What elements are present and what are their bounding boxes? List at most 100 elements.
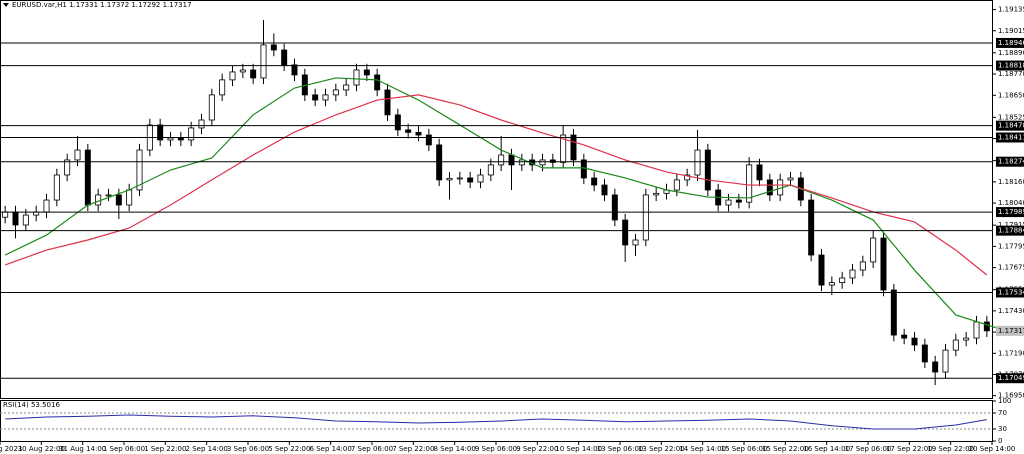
y-tick-label: 1.17795 — [998, 242, 1024, 250]
candle-body — [611, 194, 618, 221]
x-tick-label: 19 Sep 22:00 — [927, 445, 974, 453]
candle-body — [343, 84, 350, 91]
level-label-box — [996, 37, 1024, 48]
candle-body — [177, 137, 184, 141]
level-label: 1.18946 — [998, 39, 1024, 47]
level-label: 1.17884 — [998, 227, 1024, 235]
x-tick-label: 7 Sep 22:00 — [392, 445, 434, 453]
candle-body — [560, 134, 567, 163]
candle-body — [115, 194, 122, 206]
level-label: 1.17049 — [998, 374, 1024, 382]
y-tick-label: 1.18525 — [998, 113, 1024, 121]
candle-body — [167, 137, 174, 141]
x-tick-label: 10 Sep 14:00 — [555, 445, 602, 453]
level-label-box — [996, 225, 1024, 236]
main-pane — [0, 0, 993, 399]
candle-body — [229, 71, 236, 81]
candle-body — [859, 261, 866, 271]
candle-body — [921, 344, 928, 363]
candle-body — [735, 199, 742, 203]
candle-body — [22, 214, 29, 226]
moving-average — [4, 94, 988, 276]
x-tick-label: 14 Sep 14:00 — [679, 445, 726, 453]
x-tick-label: 1 Sep 22:00 — [144, 445, 186, 453]
level-label: 1.17989 — [998, 208, 1024, 216]
candle-body — [570, 134, 577, 161]
x-tick-label: 30 Aug 2021 — [0, 445, 22, 453]
x-tick-label: 1 Sep 06:00 — [103, 445, 145, 453]
candle-body — [477, 174, 484, 183]
candle-body — [467, 177, 474, 183]
rsi-tick-label: 30 — [998, 425, 1007, 433]
x-tick-label: 3 Sep 06:00 — [227, 445, 269, 453]
candle-body — [270, 44, 277, 51]
candle-body — [291, 64, 298, 76]
y-tick-label: 1.16950 — [998, 392, 1024, 400]
candle-body — [580, 159, 587, 179]
candle-body — [518, 159, 525, 166]
y-tick-label: 1.17190 — [998, 349, 1024, 357]
chart-title: EURUSD.var,H1 1.17331 1.17372 1.17292 1.… — [12, 1, 192, 9]
x-tick-label: 2 Sep 14:00 — [186, 445, 228, 453]
candle-body — [405, 129, 412, 133]
level-label: 1.18478 — [998, 122, 1024, 130]
candle-body — [363, 69, 370, 76]
y-tick-label: 1.18160 — [998, 178, 1024, 186]
candle-body — [353, 69, 360, 86]
current-price-box — [996, 325, 1024, 336]
x-tick-label: 13 Sep 06:00 — [597, 445, 644, 453]
x-tick-label: 15 Sep 22:00 — [762, 445, 809, 453]
candle-body — [188, 127, 195, 141]
candle-body — [53, 174, 60, 201]
candle-body — [208, 94, 215, 121]
candle-body — [332, 89, 339, 96]
menu-arrow — [3, 3, 9, 7]
rsi-tick-label: 0 — [998, 437, 1002, 445]
candle-body — [425, 134, 432, 146]
candle-body — [136, 149, 143, 191]
y-tick-label: 1.18040 — [998, 199, 1024, 207]
candle-body — [539, 159, 546, 166]
rsi-line — [5, 414, 987, 430]
level-label-box — [996, 373, 1024, 384]
candle-body — [766, 179, 773, 196]
x-tick-label: 31 Aug 14:00 — [59, 445, 106, 453]
x-tick-label: 7 Sep 06:00 — [351, 445, 393, 453]
candle-body — [911, 337, 918, 346]
candle-body — [653, 192, 660, 196]
x-tick-label: 16 Sep 14:00 — [803, 445, 850, 453]
candle-body — [973, 321, 980, 339]
candle-body — [890, 289, 897, 336]
candle-body — [384, 89, 391, 116]
candle-body — [704, 149, 711, 191]
y-tick-label: 1.18770 — [998, 70, 1024, 78]
candle-body — [818, 254, 825, 286]
candle-body — [942, 349, 949, 373]
rsi-title: RSI(14) 53.5016 — [3, 401, 60, 409]
y-tick-label: 1.18650 — [998, 91, 1024, 99]
candle-body — [591, 177, 598, 186]
candle-body — [446, 177, 453, 181]
candle-body — [74, 149, 81, 161]
level-label-box — [996, 132, 1024, 143]
level-label: 1.18818 — [998, 62, 1024, 70]
candle-body — [932, 361, 939, 373]
candle-body — [952, 339, 959, 351]
candle-body — [787, 177, 794, 181]
x-tick-label: 5 Sep 22:00 — [268, 445, 310, 453]
rsi-tick-label: 70 — [998, 409, 1007, 417]
x-tick-label: 17 Sep 06:00 — [845, 445, 892, 453]
candle-body — [394, 114, 401, 131]
candle-body — [105, 194, 112, 197]
level-label-box — [996, 287, 1024, 298]
x-tick-label: 17 Sep 22:00 — [886, 445, 933, 453]
y-tick-label: 1.17430 — [998, 307, 1024, 315]
candle-body — [456, 177, 463, 180]
candle-body — [219, 79, 226, 96]
candle-body — [828, 282, 835, 286]
y-tick-label: 1.17915 — [998, 221, 1024, 229]
candle-body — [239, 69, 246, 73]
x-tick-label: 9 Sep 06:00 — [475, 445, 517, 453]
